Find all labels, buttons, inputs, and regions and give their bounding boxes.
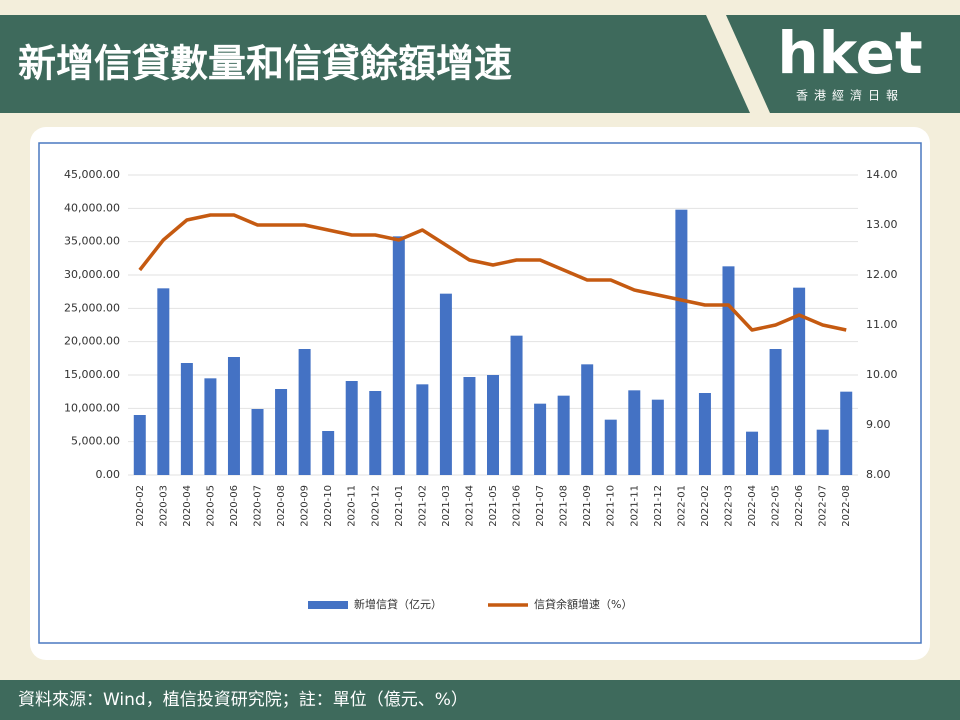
bar [369, 391, 382, 475]
header-band [0, 15, 960, 113]
x-tick-label: 2020-10 [323, 485, 334, 527]
y-tick-label: 10,000.00 [64, 401, 120, 414]
bar [510, 335, 523, 475]
bar [604, 419, 617, 475]
bar [180, 363, 193, 475]
x-tick-label: 2020-03 [158, 485, 169, 527]
bar [651, 399, 664, 475]
bar [581, 364, 594, 475]
bar [698, 393, 711, 475]
x-tick-label: 2022-05 [771, 485, 782, 527]
y-tick-label: 30,000.00 [64, 268, 120, 281]
bar [840, 391, 853, 475]
y-tick-label: 25,000.00 [64, 301, 120, 314]
x-tick-label: 2021-05 [488, 485, 499, 527]
bar [816, 429, 829, 475]
x-tick-label: 2021-02 [417, 485, 428, 527]
y2-tick-label: 8.00 [866, 468, 891, 481]
legend-label: 信貸余額增速（%） [534, 597, 632, 611]
x-tick-label: 2021-09 [582, 485, 593, 527]
x-tick-label: 2021-07 [535, 485, 546, 527]
bar [557, 395, 570, 475]
y-tick-label: 45,000.00 [64, 168, 120, 181]
x-tick-label: 2022-01 [676, 485, 687, 527]
x-tick-label: 2022-02 [700, 485, 711, 527]
bar [322, 431, 335, 475]
x-tick-label: 2021-03 [441, 485, 452, 527]
y2-tick-label: 14.00 [866, 168, 898, 181]
bar [392, 236, 405, 475]
bar [463, 377, 476, 475]
legend-swatch [308, 601, 348, 609]
logo-subtitle: 香港經濟日報 [796, 88, 904, 103]
x-tick-label: 2021-11 [629, 485, 640, 527]
bar [675, 209, 688, 475]
bar [628, 390, 641, 475]
logo-text: hket [777, 19, 922, 87]
bar [722, 266, 735, 475]
bar [416, 384, 429, 475]
y2-tick-label: 11.00 [866, 318, 898, 331]
y2-tick-label: 9.00 [866, 418, 891, 431]
bar [487, 375, 499, 475]
footer-band [0, 680, 960, 720]
legend-label: 新增信貸（亿元） [354, 597, 442, 611]
x-tick-label: 2021-10 [606, 485, 617, 527]
x-tick-label: 2020-08 [276, 485, 287, 527]
bar [133, 415, 146, 475]
x-tick-label: 2020-06 [229, 485, 240, 527]
bar [746, 431, 759, 475]
x-tick-label: 2020-02 [135, 485, 146, 527]
bar [275, 389, 288, 475]
x-tick-label: 2020-05 [205, 485, 216, 527]
x-tick-label: 2022-08 [841, 485, 852, 527]
x-tick-label: 2021-08 [559, 485, 570, 527]
y-tick-label: 5,000.00 [71, 435, 120, 448]
y2-tick-label: 10.00 [866, 368, 898, 381]
bar [769, 349, 782, 475]
x-tick-label: 2021-12 [653, 485, 664, 527]
y-tick-label: 0.00 [96, 468, 121, 481]
x-tick-label: 2021-04 [464, 485, 475, 527]
line [138, 213, 847, 332]
x-tick-label: 2020-12 [370, 485, 381, 527]
y-tick-label: 20,000.00 [64, 335, 120, 348]
x-tick-label: 2020-07 [253, 485, 264, 527]
title: 新增信貸數量和信貸餘額增速 [18, 42, 512, 86]
bar [345, 381, 358, 475]
bar [157, 288, 170, 475]
card [30, 127, 930, 660]
bar [298, 349, 311, 475]
bar [439, 293, 452, 475]
x-tick-label: 2020-09 [300, 485, 311, 527]
x-tick-label: 2022-06 [794, 485, 805, 527]
bar [251, 409, 264, 475]
x-tick-label: 2020-04 [182, 485, 193, 527]
x-tick-label: 2020-11 [347, 485, 358, 527]
y-tick-label: 40,000.00 [64, 201, 120, 214]
bar [793, 287, 806, 475]
bar [534, 403, 547, 475]
y2-tick-label: 13.00 [866, 218, 898, 231]
bar [227, 357, 240, 475]
x-tick-label: 2022-04 [747, 485, 758, 527]
header-divider [706, 15, 770, 113]
bar [204, 378, 217, 475]
x-tick-label: 2021-06 [512, 485, 523, 527]
x-tick-label: 2022-07 [818, 485, 829, 527]
chart-frame [38, 142, 922, 644]
x-tick-label: 2022-03 [723, 485, 734, 527]
y-tick-label: 15,000.00 [64, 368, 120, 381]
x-tick-label: 2021-01 [394, 485, 405, 527]
y2-tick-label: 12.00 [866, 268, 898, 281]
footer-source: 資料來源：Wind，植信投資研究院；註：單位（億元、%） [18, 690, 468, 710]
y-tick-label: 35,000.00 [64, 235, 120, 248]
plot: 0.00 5,000.00 10,000.00 15,000.00 20,000.00 2… [64, 168, 897, 611]
